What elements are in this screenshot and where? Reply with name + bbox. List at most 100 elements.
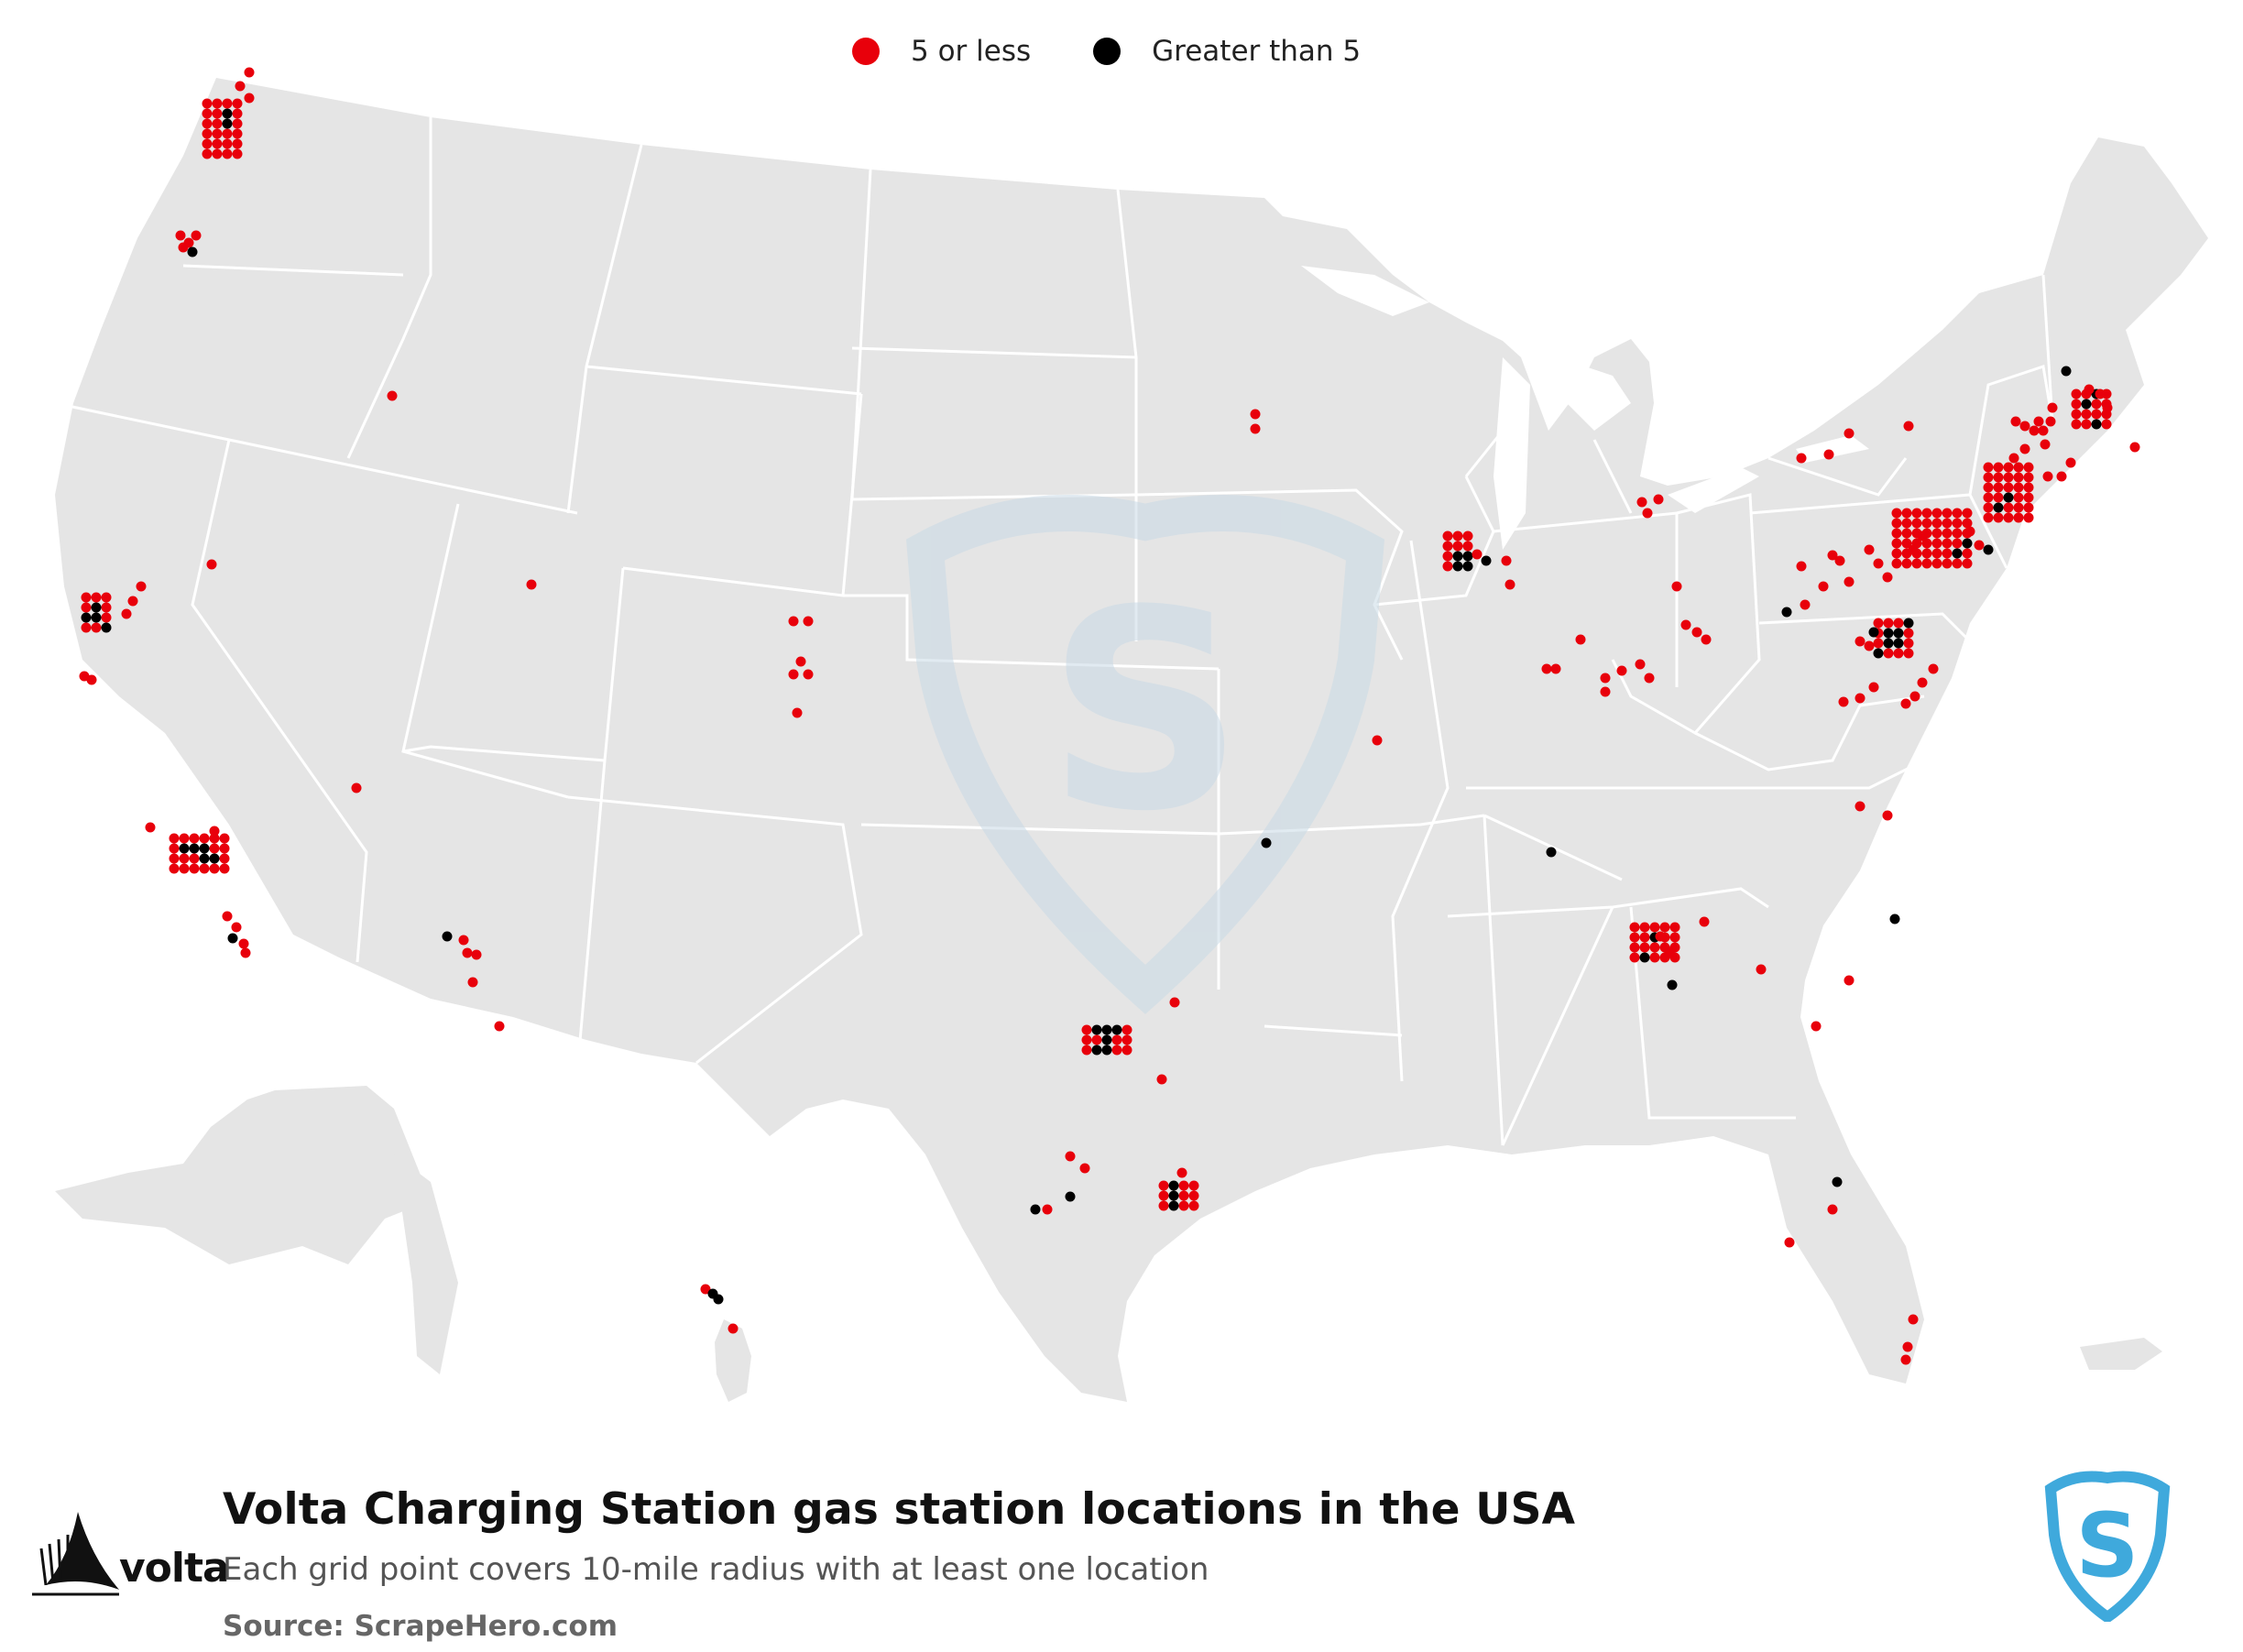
location-dot-low [1964,526,1975,537]
location-dot-low [1639,922,1650,933]
location-dot-low [1065,1151,1076,1162]
location-dot-low [1962,558,1973,569]
location-dot-low [191,230,202,241]
location-dot-low [2029,425,2040,436]
location-dot-low [1873,618,1884,629]
location-dot-low [1178,1200,1189,1211]
location-dot-low [1691,627,1702,638]
location-dot-high [1639,952,1650,963]
location-dot-low [1659,922,1670,933]
location-dot-low [1993,512,2004,523]
location-dot-low [179,853,190,864]
map-title: Volta Charging Station gas station locat… [223,1484,1576,1535]
location-dot-low [1372,735,1383,746]
location-dot-high [1168,1190,1179,1201]
location-dot-low [169,833,180,844]
location-dot-low [2056,471,2067,482]
location-dot-low [1909,691,1920,702]
location-dot-low [387,390,398,401]
location-dot-low [2013,472,2024,483]
location-dot-low [1111,1034,1122,1045]
location-dot-high [1101,1024,1112,1035]
location-dot-high [1546,847,1557,858]
location-dot-low [2071,388,2082,399]
location-dot-high [1889,914,1900,924]
location-dot-low [1983,482,1994,493]
location-dot-low [1838,696,1849,707]
location-dot-low [1893,618,1904,629]
location-dot-low [202,118,213,129]
location-dot-low [136,581,147,592]
location-dot-low [219,863,230,874]
location-dot-low [1079,1163,1090,1174]
location-dot-low [803,616,814,627]
location-dot-low [1122,1034,1132,1045]
location-dot-low [232,138,243,149]
location-dot-low [232,128,243,139]
location-dot-low [1188,1200,1199,1211]
location-dot-high [81,612,92,623]
location-dot-low [1882,572,1893,583]
location-dot-low [179,863,190,874]
volta-wordmark: volta [119,1545,230,1592]
location-dot-high [1883,638,1894,649]
location-dot-low [1942,518,1953,529]
location-dot-low [1952,518,1963,529]
location-dot-low [1931,538,1942,549]
location-dot-low [1903,628,1914,639]
location-dot-low [1649,952,1660,963]
legend-black-dot-icon [1093,38,1122,65]
location-dot-low [1639,932,1650,943]
location-dot-low [1844,975,1855,986]
location-dot-low [145,822,156,833]
location-dot-low [1891,508,1902,519]
location-dot-low [2065,457,2076,468]
location-dot-low [2091,399,2102,410]
location-dot-high [1065,1191,1076,1202]
location-dot-low [1442,551,1453,562]
location-dot-low [127,596,138,607]
location-dot-low [1639,942,1650,953]
location-dot-low [1504,579,1515,590]
location-dot-low [101,602,112,613]
location-dot-low [189,833,200,844]
location-dot-low [1653,494,1664,505]
location-dot-low [1664,947,1675,958]
location-dot-high [1903,618,1914,629]
location-dot-low [199,833,210,844]
legend-item-low: 5 or less [852,35,1031,68]
location-dot-low [2013,462,2024,473]
location-dot-low [1901,508,1912,519]
location-dot-low [1796,561,1807,572]
location-dot-low [2071,419,2082,430]
location-dot-low [169,863,180,874]
location-dot-high [1462,551,1473,562]
location-dot-low [494,1021,505,1032]
location-dot-low [219,853,230,864]
location-dot-high [713,1294,724,1305]
location-dot-low [700,1284,711,1295]
location-dot-low [1800,599,1811,610]
location-dot-low [2033,416,2044,427]
location-dots [79,67,2140,1365]
location-dot-low [232,98,243,109]
location-dot-low [212,148,223,159]
location-dot-low [2019,421,2030,432]
location-dot-low [458,935,469,946]
location-dot-low [1931,558,1942,569]
location-dot-low [1983,462,1994,473]
location-dot-low [101,592,112,603]
location-dot-low [1669,922,1680,933]
location-dot-low [1818,581,1829,592]
location-dot-low [219,843,230,854]
location-dot-low [1827,550,1838,561]
location-dot-high [442,931,453,942]
location-dot-low [2081,409,2092,420]
svg-text:S: S [2075,1494,2139,1597]
location-dot-low [1188,1180,1199,1191]
location-dot-low [1823,449,1834,460]
location-dot-low [1250,409,1261,420]
location-dot-high [187,246,198,257]
state-borders [54,117,2054,1146]
